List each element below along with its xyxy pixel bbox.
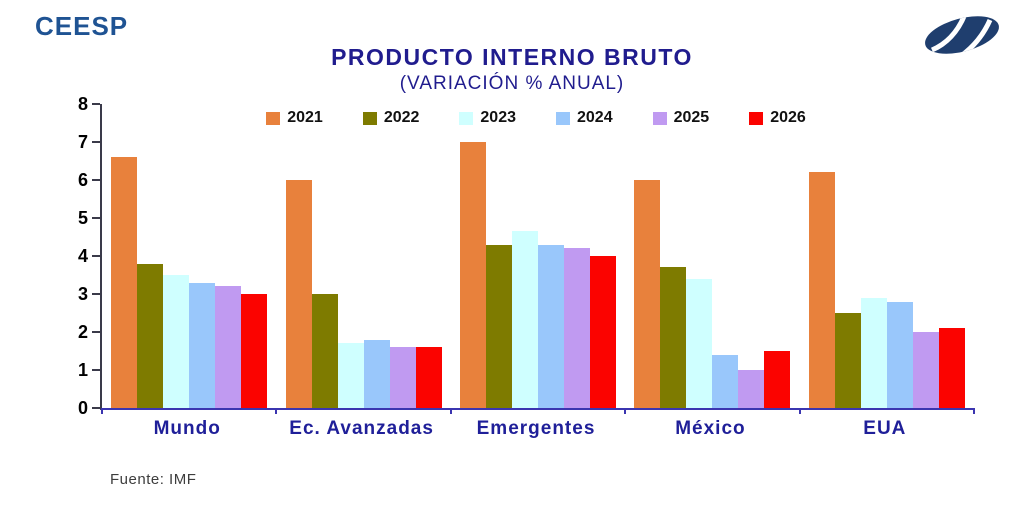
x-axis-label-m-xico: México <box>675 418 746 439</box>
y-axis-label: 4 <box>77 246 88 266</box>
bar-eua-2025 <box>912 332 939 408</box>
bar-m-xico-2026 <box>764 351 791 408</box>
bar-ec-avanzadas-2026 <box>415 347 442 408</box>
bar-ec-avanzadas-2021 <box>285 180 312 408</box>
bar-eua-2022 <box>834 313 861 408</box>
y-axis-label: 2 <box>77 322 88 342</box>
y-axis-tick <box>92 293 100 295</box>
bar-group-ec-avanzadas <box>276 104 450 408</box>
chart-subtitle: (VARIACIÓN % ANUAL) <box>399 73 625 94</box>
bar-emergentes-2023 <box>511 231 538 408</box>
legend-label-2022: 2022 <box>383 109 420 126</box>
bar-m-xico-2023 <box>686 278 713 408</box>
x-axis-label-eua: EUA <box>863 418 907 439</box>
bar-ec-avanzadas-2025 <box>389 347 416 408</box>
legend-item-2023: 2023 <box>459 109 516 127</box>
y-axis-tick <box>92 369 100 371</box>
y-axis-label: 8 <box>77 94 88 114</box>
x-axis-category-labels: Mundo Ec. Avanzadas Emergentes México EUA <box>100 418 972 440</box>
ceesp-ellipse-logo-icon <box>918 6 1006 69</box>
bar-mundo-2024 <box>189 282 216 408</box>
legend-item-2025: 2025 <box>652 109 710 127</box>
x-axis-label-mundo: Mundo <box>153 418 221 439</box>
legend-swatch-2022 <box>362 111 377 125</box>
bar-ec-avanzadas-2023 <box>337 343 364 408</box>
legend-item-2021: 2021 <box>266 109 323 127</box>
bar-ec-avanzadas-2024 <box>363 339 390 408</box>
bar-m-xico-2021 <box>634 180 661 408</box>
y-axis-label: 1 <box>77 360 88 380</box>
bar-eua-2026 <box>938 328 965 408</box>
bar-m-xico-2024 <box>712 354 739 408</box>
bar-group-eua <box>800 104 974 408</box>
legend-label-2021: 2021 <box>287 109 323 126</box>
bar-ec-avanzadas-2022 <box>311 294 338 408</box>
title-block: PRODUCTO INTERNO BRUTO (VARIACIÓN % ANUA… <box>0 44 1024 95</box>
x-axis-tick <box>624 408 627 414</box>
bar-m-xico-2022 <box>660 267 687 408</box>
legend-label-2025: 2025 <box>673 109 710 126</box>
x-axis-tick <box>449 408 452 414</box>
legend-item-2024: 2024 <box>556 109 613 127</box>
y-axis-tick <box>92 255 100 257</box>
chart-title: PRODUCTO INTERNO BRUTO <box>331 44 693 70</box>
bar-eua-2023 <box>860 297 887 408</box>
y-axis-tick <box>92 407 100 409</box>
bar-mundo-2023 <box>163 275 190 408</box>
bar-m-xico-2025 <box>738 370 765 408</box>
legend-swatch-2024 <box>556 111 570 125</box>
bar-eua-2024 <box>886 301 913 408</box>
bar-eua-2021 <box>808 172 835 408</box>
y-axis-label: 5 <box>77 208 88 228</box>
legend-label-2024: 2024 <box>577 109 613 126</box>
bar-group-mundo <box>102 104 276 408</box>
legend-swatch-2025 <box>652 111 667 125</box>
y-axis-tick <box>92 217 100 219</box>
bar-mundo-2022 <box>137 263 164 408</box>
bar-emergentes-2025 <box>563 248 590 408</box>
y-axis-label: 6 <box>77 170 88 190</box>
y-axis-tick <box>92 331 100 333</box>
legend-label-2026: 2026 <box>770 109 806 126</box>
x-axis-tick <box>275 408 278 414</box>
y-axis-label: 0 <box>77 398 88 418</box>
legend-swatch-2023 <box>459 111 474 125</box>
x-axis-label-ec-avanzadas: Ec. Avanzadas <box>289 418 434 439</box>
bar-mundo-2021 <box>111 157 138 408</box>
legend-swatch-2021 <box>266 111 281 125</box>
source-note: Fuente: IMF <box>110 471 197 488</box>
x-axis-tick <box>101 408 103 414</box>
y-axis-label: 7 <box>77 132 88 152</box>
chart-legend: 2021 2022 2023 2024 2025 2026 <box>100 109 972 127</box>
x-axis-tick <box>798 408 801 414</box>
bar-emergentes-2021 <box>459 142 486 408</box>
legend-label-2023: 2023 <box>480 109 516 126</box>
bar-emergentes-2022 <box>485 244 512 408</box>
x-axis-tick <box>973 408 975 414</box>
y-axis-tick <box>92 103 100 105</box>
bar-emergentes-2024 <box>537 244 564 408</box>
legend-item-2022: 2022 <box>362 109 420 127</box>
legend-item-2026: 2026 <box>749 109 806 127</box>
y-axis-label: 3 <box>77 284 88 304</box>
bar-group-emergentes <box>451 104 625 408</box>
brand-logo-text: CEESP <box>35 11 129 41</box>
bar-emergentes-2026 <box>589 256 616 408</box>
bar-group-m-xico <box>625 104 799 408</box>
chart-plot-area: 0 1 2 3 4 5 6 7 8 <box>78 95 975 417</box>
x-axis-label-emergentes: Emergentes <box>476 418 596 439</box>
legend-swatch-2026 <box>749 111 764 125</box>
bar-mundo-2026 <box>241 294 268 408</box>
y-axis-tick <box>92 179 100 181</box>
y-axis-tick <box>92 141 100 143</box>
bar-mundo-2025 <box>215 286 242 408</box>
